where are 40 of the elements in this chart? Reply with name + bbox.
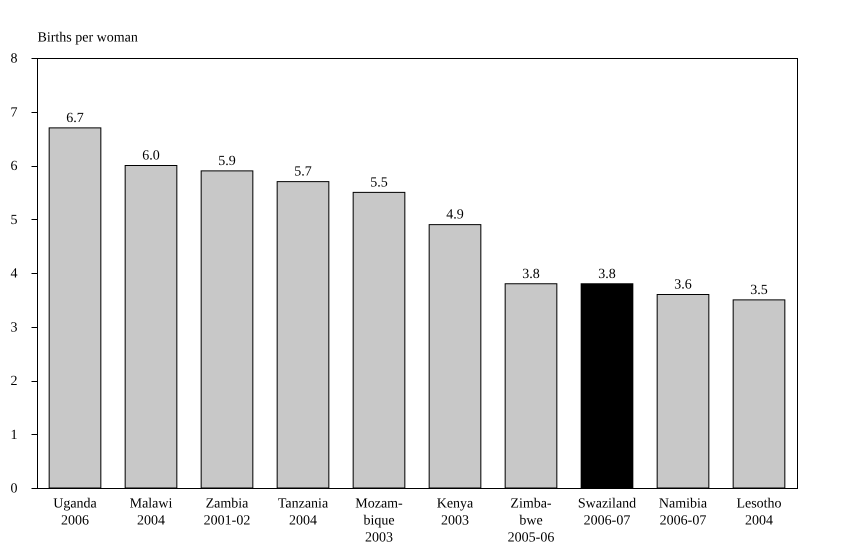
data-label: 4.9 [446,208,464,223]
x-tick-label: Namibia 2006-07 [658,496,708,528]
bar [580,283,634,488]
bar [352,192,406,488]
x-tick-label: Tanzania 2004 [278,496,329,528]
x-tick-label: Mozam- bique 2003 [355,496,404,546]
y-tick-label: 6 [10,159,18,174]
bar [48,127,102,488]
bar [656,294,710,488]
y-axis-title: Births per woman [38,30,138,46]
x-tick-label: Kenya 2003 [436,496,474,528]
bar [428,224,482,488]
x-tick-label: Lesotho 2004 [736,496,782,528]
bar [732,299,786,488]
y-tick-label: 2 [10,374,18,389]
y-tick-label: 5 [10,212,18,228]
data-label: 5.7 [294,164,312,180]
bar [124,165,178,488]
y-tick-label: 7 [10,105,18,120]
y-tick-label: 8 [10,52,18,66]
x-tick-label: Swaziland 2006-07 [578,496,636,528]
data-label: 5.5 [370,175,388,190]
data-label: 6.0 [142,148,160,164]
x-tick-label: Uganda 2006 [53,496,98,528]
x-tick-label: Malawi 2004 [130,496,172,528]
y-tick-label: 3 [10,320,18,336]
y-tick-label: 1 [10,428,18,443]
bar [200,170,254,488]
y-tick-label: 0 [10,482,18,496]
data-label: 5.9 [218,154,236,169]
bar [504,283,558,488]
data-label: 6.7 [66,110,84,126]
data-label: 3.8 [522,266,540,282]
data-label: 3.6 [674,278,692,292]
x-tick-label: Zimba- bwe 2005-06 [508,496,554,546]
bar [276,181,330,488]
data-label: 3.8 [598,266,616,282]
x-tick-label: Zambia 2001-02 [204,496,250,528]
data-label: 3.5 [750,282,768,298]
y-tick-label: 4 [10,266,18,282]
